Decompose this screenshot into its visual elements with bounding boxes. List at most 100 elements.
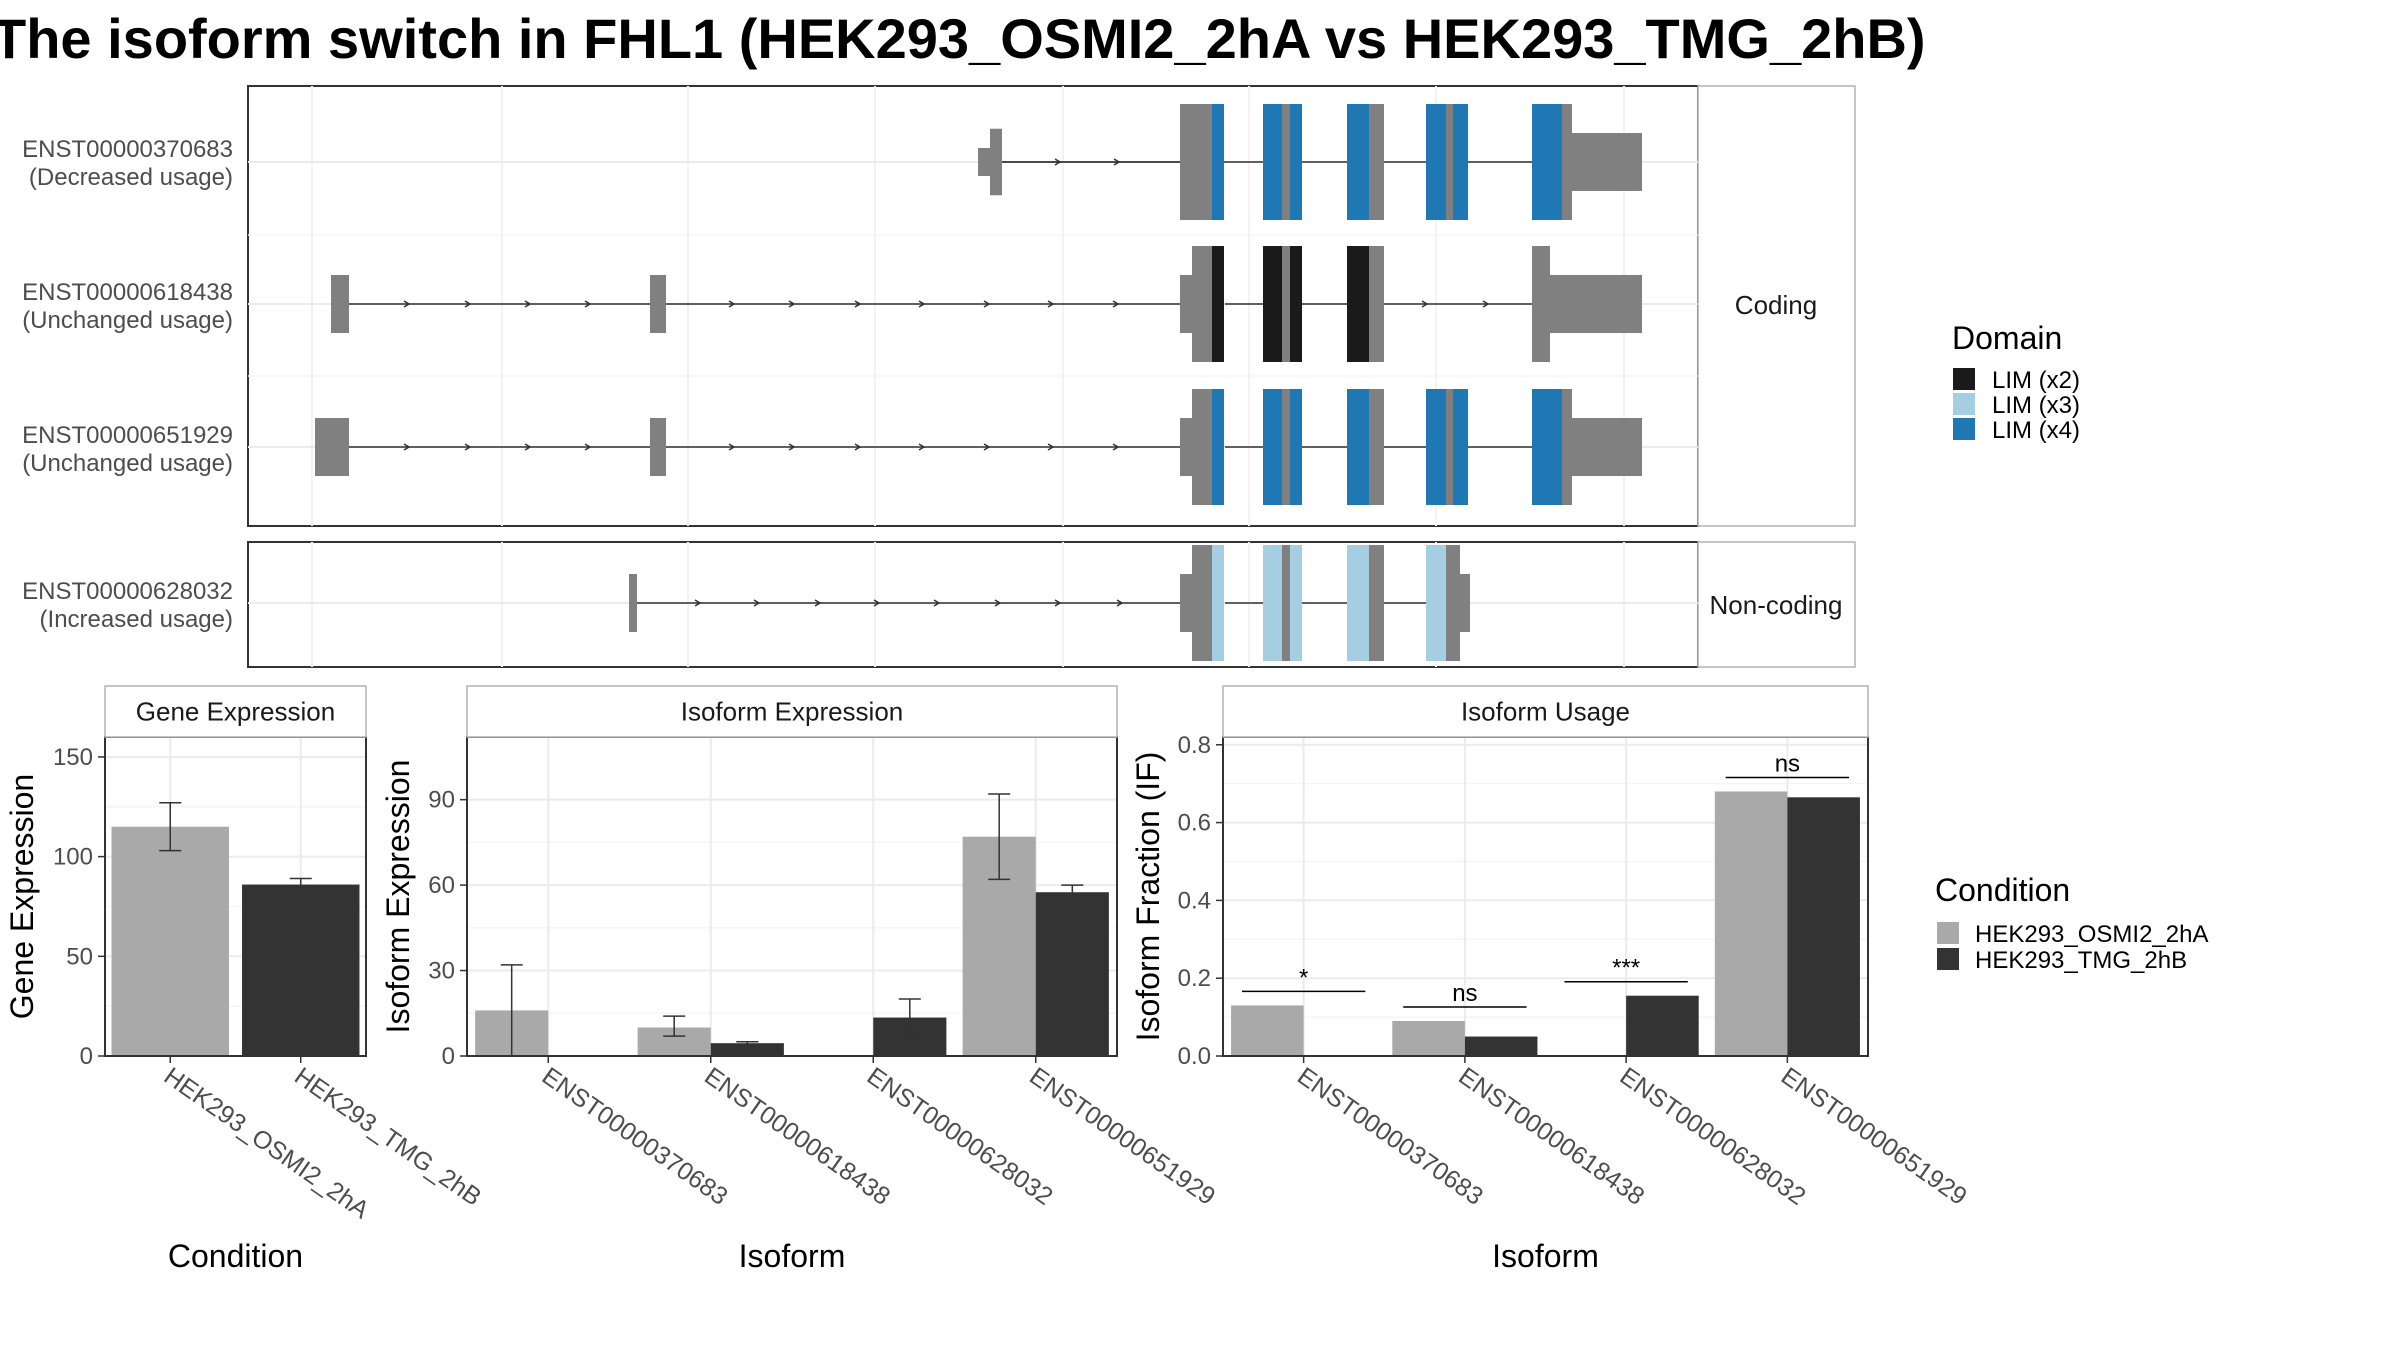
transcript-label-usage: (Unchanged usage) xyxy=(22,450,233,477)
transcript-label-id: ENST00000651929 xyxy=(22,422,233,449)
strand-arrow xyxy=(694,599,702,607)
exon xyxy=(1369,104,1384,220)
y-tick-label: 0.2 xyxy=(1178,965,1211,992)
exon xyxy=(1180,275,1194,333)
y-axis-title: Gene Expression xyxy=(4,774,40,1019)
figure-title: The isoform switch in FHL1 (HEK293_OSMI2… xyxy=(0,7,1926,70)
exon xyxy=(1282,389,1290,505)
x-axis-title: Condition xyxy=(168,1238,303,1274)
strand-arrow xyxy=(788,300,796,308)
coding-strip xyxy=(1697,85,1856,527)
exon xyxy=(650,275,666,333)
legend-swatch-lim-x3 xyxy=(1953,393,1975,415)
strand-arrow xyxy=(1054,599,1062,607)
bar xyxy=(1714,791,1788,1056)
lim-x2-domain xyxy=(1347,246,1369,362)
strand-arrow xyxy=(464,443,472,451)
panel-strip xyxy=(466,685,1118,738)
lim-x4-domain xyxy=(1290,389,1302,505)
strand-arrow xyxy=(1421,300,1429,308)
bar xyxy=(1626,995,1699,1056)
transcript-structure-panels: Coding Non-coding ENST00000370683 (Decre… xyxy=(22,85,1856,668)
exon xyxy=(315,418,349,476)
y-tick-label: 150 xyxy=(53,744,93,771)
legend-label-condition-a: HEK293_OSMI2_2hA xyxy=(1975,921,2208,948)
bar xyxy=(1035,892,1109,1056)
lim-x4-domain xyxy=(1532,389,1562,505)
strand-arrow xyxy=(854,443,862,451)
lim-x4-domain xyxy=(1347,104,1369,220)
bar xyxy=(1464,1036,1538,1056)
strand-arrow xyxy=(788,443,796,451)
utr-exon xyxy=(978,148,992,176)
lim-x2-domain xyxy=(1212,246,1224,362)
exon xyxy=(1180,418,1194,476)
bar xyxy=(1231,1005,1304,1056)
strand-arrow xyxy=(584,443,592,451)
panel-strip xyxy=(1222,685,1869,738)
exon xyxy=(629,574,637,632)
exon xyxy=(1369,545,1384,661)
strand-arrow xyxy=(1054,158,1062,166)
legend-swatch-condition-a xyxy=(1937,922,1959,944)
strand-arrow xyxy=(728,443,736,451)
bar xyxy=(111,826,229,1056)
exon xyxy=(1282,246,1290,362)
strand-arrow xyxy=(1112,300,1120,308)
exon xyxy=(1369,246,1384,362)
exon xyxy=(1446,545,1460,661)
y-tick-label: 100 xyxy=(53,844,93,871)
exon xyxy=(1282,104,1290,220)
legend-label-lim-x3: LIM (x3) xyxy=(1992,392,2080,419)
lim-x2-domain xyxy=(1263,246,1282,362)
exon xyxy=(650,418,666,476)
condition-legend: Condition HEK293_OSMI2_2hA HEK293_TMG_2h… xyxy=(1935,872,2208,974)
panel-strip-label: Isoform Expression xyxy=(681,697,904,727)
lim-x4-domain xyxy=(1426,389,1446,505)
transcript-label-usage: (Decreased usage) xyxy=(29,164,233,191)
transcript-track xyxy=(331,246,1642,362)
condition-legend-title: Condition xyxy=(1935,872,2070,908)
y-axis-title: Isoform Fraction (IF) xyxy=(1130,752,1166,1042)
legend-label-lim-x4: LIM (x4) xyxy=(1992,417,2080,444)
legend-label-condition-b: HEK293_TMG_2hB xyxy=(1975,947,2187,974)
lim-x3-domain xyxy=(1212,545,1224,661)
exon xyxy=(1460,574,1470,632)
legend-label-lim-x2: LIM (x2) xyxy=(1992,367,2080,394)
exon xyxy=(1192,545,1212,661)
lim-x3-domain xyxy=(1290,545,1302,661)
x-tick-label: HEK293_OSMI2_2hA xyxy=(159,1062,375,1225)
strand-arrow xyxy=(983,300,991,308)
utr-exon xyxy=(1550,275,1642,333)
strand-arrow xyxy=(584,300,592,308)
lim-x3-domain xyxy=(1347,545,1369,661)
lim-x4-domain xyxy=(1212,104,1224,220)
strand-arrow xyxy=(524,443,532,451)
exon xyxy=(1369,389,1384,505)
exon xyxy=(1562,389,1572,505)
strand-arrow xyxy=(403,300,411,308)
y-tick-label: 0.0 xyxy=(1178,1043,1211,1070)
exon xyxy=(1192,389,1212,505)
strand-arrow xyxy=(918,300,926,308)
utr-exon xyxy=(1572,133,1642,191)
exon xyxy=(1446,389,1453,505)
coding-strip-label: Coding xyxy=(1735,290,1817,320)
lim-x4-domain xyxy=(1453,389,1468,505)
strand-arrow xyxy=(1112,443,1120,451)
strand-arrow xyxy=(1482,300,1490,308)
significance-label: ns xyxy=(1775,750,1800,777)
strand-arrow xyxy=(524,300,532,308)
exon xyxy=(1282,545,1290,661)
transcript-tracks xyxy=(315,104,1642,661)
noncoding-strip xyxy=(1697,541,1856,668)
lim-x4-domain xyxy=(1263,389,1282,505)
strand-arrow xyxy=(994,599,1002,607)
bar xyxy=(1392,1020,1465,1056)
strand-arrow xyxy=(1047,443,1055,451)
legend-swatch-lim-x4 xyxy=(1953,418,1975,440)
strand-arrow xyxy=(1116,599,1124,607)
significance-label: *** xyxy=(1612,955,1640,982)
transcript-label-usage: (Increased usage) xyxy=(40,606,233,633)
